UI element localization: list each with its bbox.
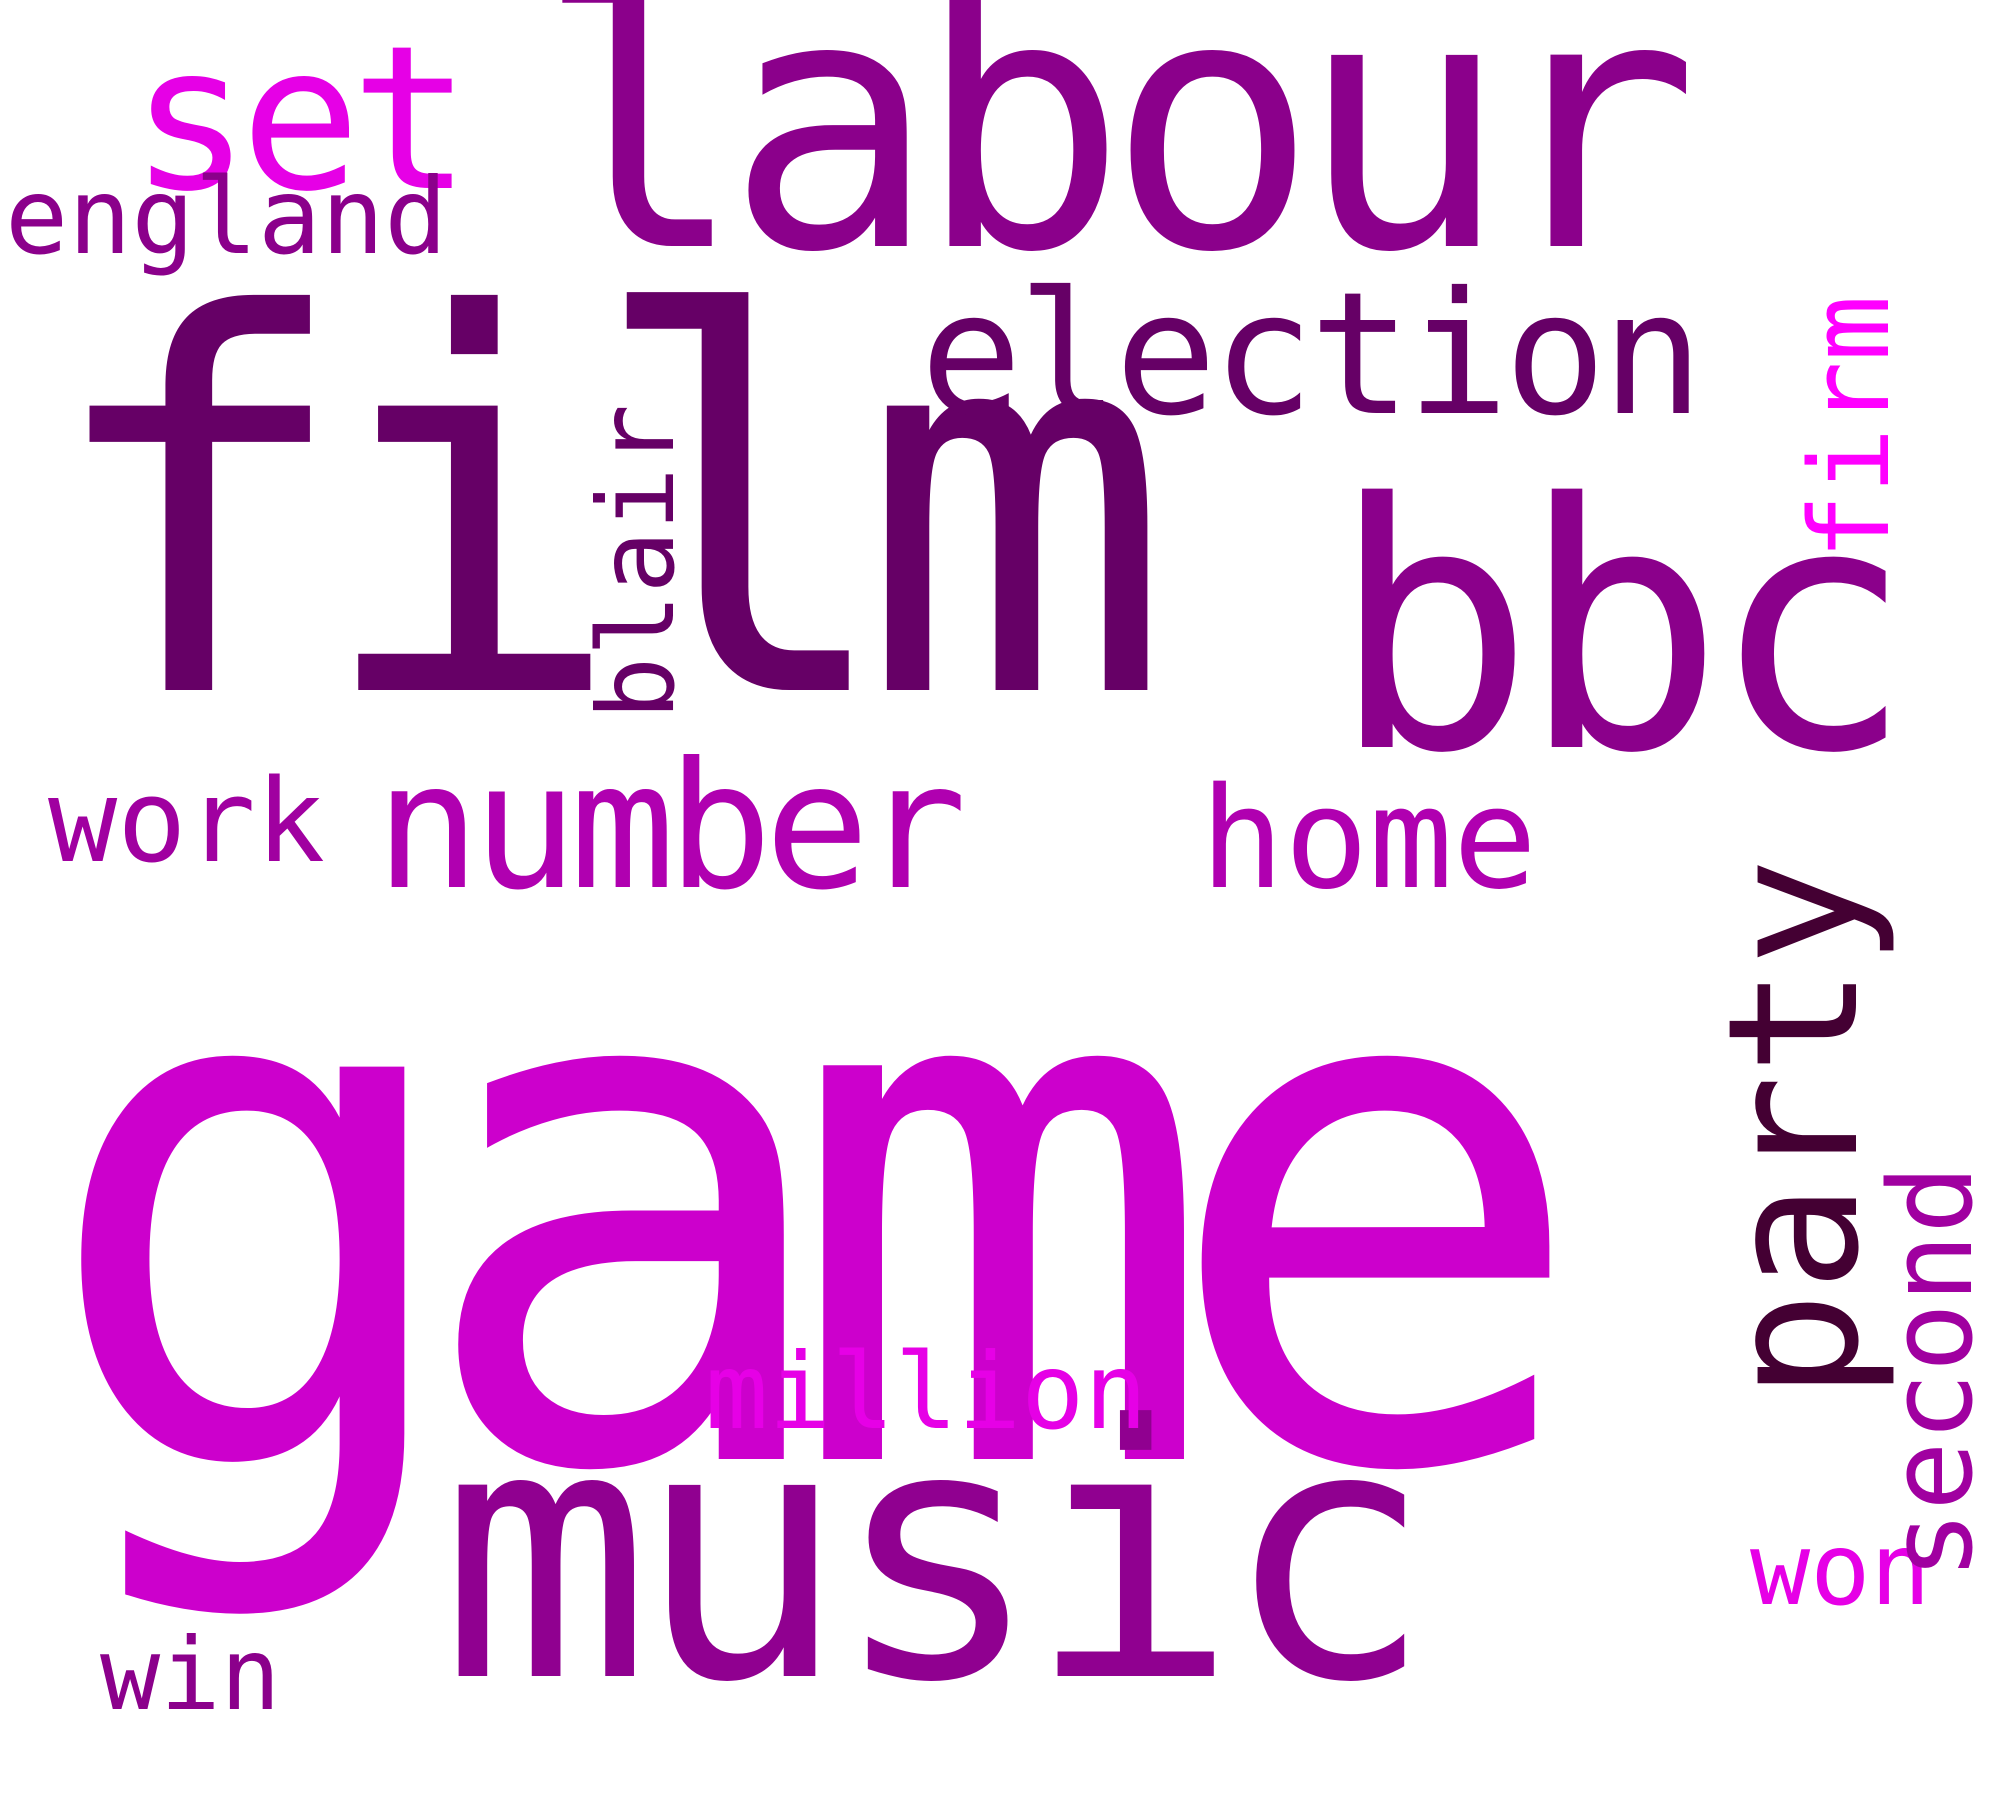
word-number: number [375, 726, 967, 929]
word-music: music [440, 1351, 1434, 1759]
word-won: won [1750, 1511, 1931, 1628]
word-bbc: bbc [1330, 432, 1914, 828]
word-work: work [48, 755, 325, 889]
word-election: election [920, 256, 1704, 454]
word-win: win [100, 1616, 281, 1733]
word-game: game [38, 791, 1592, 1629]
word-film: film [40, 207, 1172, 813]
word-million: million [705, 1331, 1148, 1453]
word-labour: labour [535, 0, 1699, 329]
word-second: second [1865, 1164, 1999, 1580]
word-england: england [5, 156, 448, 278]
word-blair: blair [576, 403, 698, 720]
word-home: home [1200, 758, 1538, 921]
word-party: party [1690, 858, 1899, 1400]
word-set: set [130, 3, 471, 236]
word-firm: firm [1786, 295, 1914, 560]
